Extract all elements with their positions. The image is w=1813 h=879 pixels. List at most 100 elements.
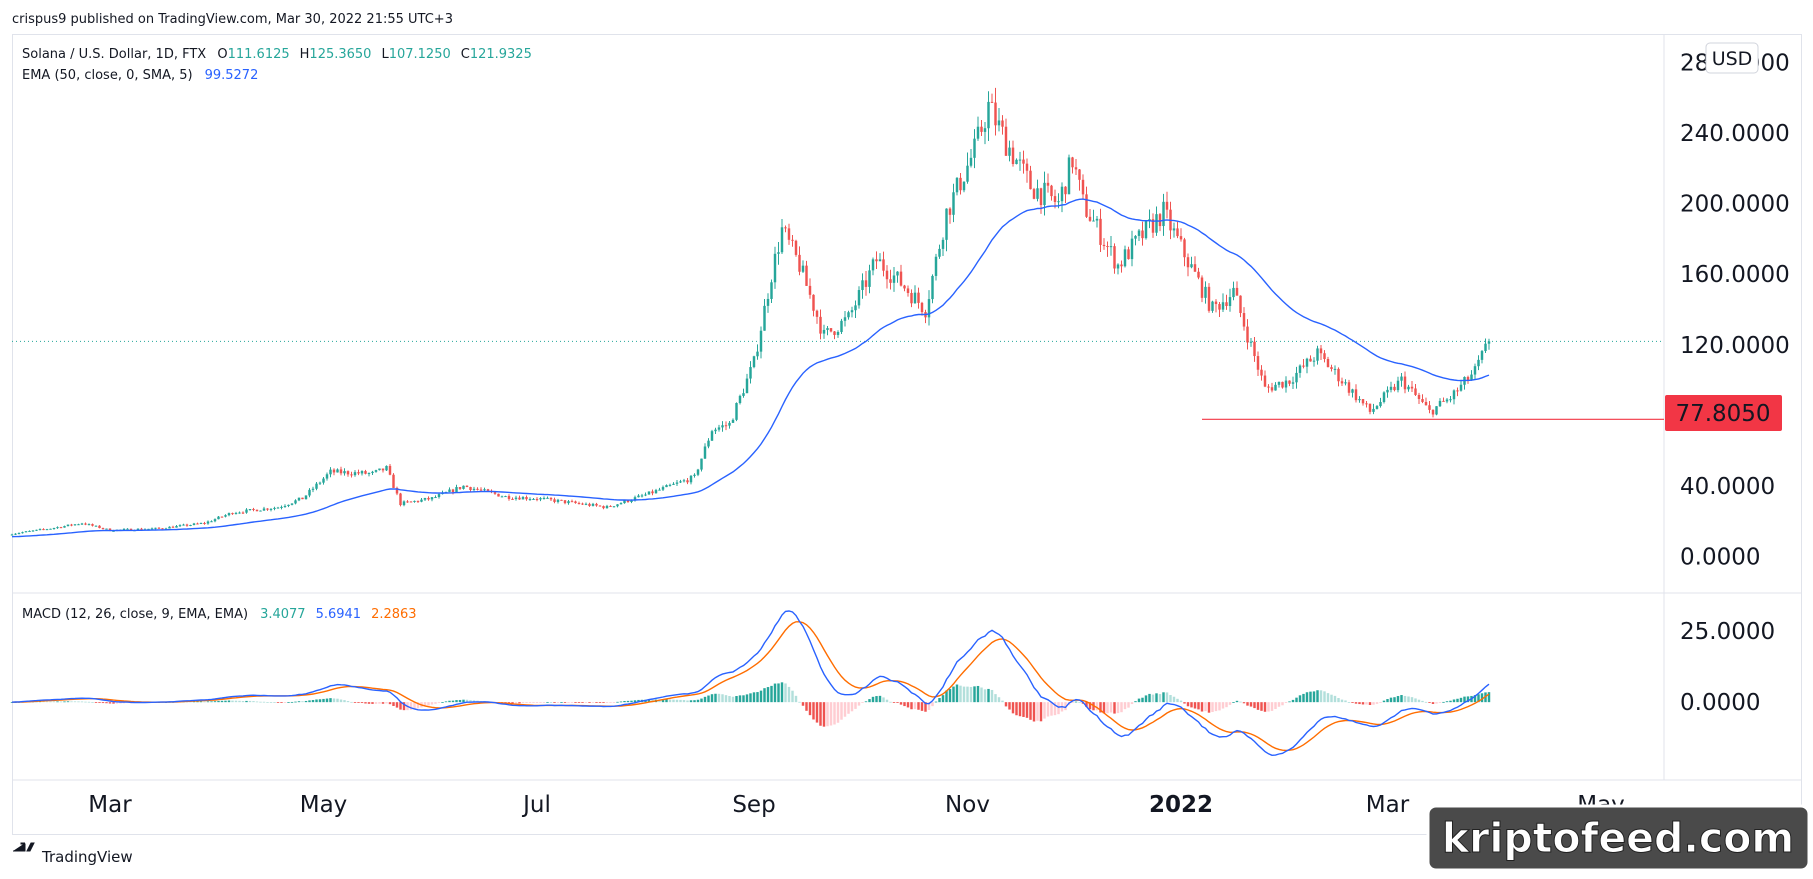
- candle-body: [997, 120, 1001, 126]
- candle-body: [1473, 366, 1477, 375]
- histogram-bar: [416, 702, 420, 709]
- histogram-bar: [231, 700, 234, 703]
- histogram-bar: [556, 702, 560, 703]
- histogram-bar: [549, 701, 553, 703]
- histogram-bar: [822, 702, 826, 727]
- candle-body: [896, 271, 899, 276]
- histogram-bar: [994, 694, 997, 703]
- candle-body: [1099, 218, 1102, 245]
- histogram-bar: [514, 702, 518, 704]
- kriptofeed-watermark: kriptofeed.com: [1426, 804, 1811, 872]
- candle-body: [1449, 399, 1452, 401]
- candle-body: [1452, 390, 1456, 400]
- candle-body: [507, 496, 511, 499]
- candle-body: [304, 495, 308, 500]
- histogram-bar: [441, 702, 444, 703]
- histogram-bar: [623, 700, 626, 703]
- candle-body: [791, 239, 794, 241]
- histogram-bar: [1197, 702, 1200, 710]
- histogram-bar: [1361, 702, 1365, 705]
- candle-body: [1340, 381, 1344, 384]
- tradingview-logo[interactable]: TradingView: [13, 842, 133, 866]
- candle-body: [833, 331, 836, 335]
- histogram-bar: [1053, 702, 1057, 716]
- candle-body: [595, 503, 598, 506]
- candle-body: [339, 469, 343, 474]
- histogram-bar: [616, 701, 619, 703]
- histogram-bar: [812, 702, 815, 720]
- candle-body: [196, 523, 199, 525]
- candle-body: [969, 157, 973, 166]
- histogram-bar: [1354, 702, 1358, 704]
- histogram-bar: [700, 698, 703, 703]
- histogram-bar: [1277, 702, 1281, 707]
- candle-body: [409, 501, 413, 503]
- candle-body: [112, 530, 115, 532]
- histogram-bar: [1487, 692, 1491, 703]
- candle-body: [889, 279, 892, 283]
- candle-body: [1438, 400, 1442, 407]
- histogram-bar: [98, 702, 101, 703]
- histogram-bar: [882, 697, 885, 703]
- histogram-bar: [528, 702, 532, 703]
- histogram-bar: [969, 686, 973, 703]
- candle-body: [654, 490, 658, 494]
- candle-body: [700, 458, 703, 470]
- histogram-bar: [1106, 702, 1109, 714]
- histogram-bar: [738, 695, 742, 703]
- candle-body: [707, 440, 710, 447]
- candle-body: [371, 471, 374, 474]
- histogram-bar: [857, 702, 861, 706]
- candle-body: [745, 378, 749, 394]
- candle-body: [332, 469, 336, 473]
- candle-body: [808, 285, 812, 295]
- histogram-bar: [1176, 698, 1179, 703]
- currency-button[interactable]: USD: [1705, 42, 1759, 74]
- histogram-bar: [948, 689, 952, 703]
- candle-body: [1025, 163, 1029, 171]
- histogram-bar: [980, 687, 983, 703]
- histogram-bar: [294, 701, 297, 703]
- histogram-bar: [364, 702, 367, 704]
- candle-body: [154, 527, 157, 529]
- histogram-bar: [448, 700, 451, 703]
- candle-body: [248, 509, 252, 511]
- chart-frame: [12, 34, 1802, 835]
- histogram-bar: [850, 702, 854, 712]
- histogram-bar: [1291, 699, 1295, 703]
- time-tick-label: Sep: [732, 792, 775, 818]
- histogram-bar: [843, 702, 847, 717]
- candle-body: [1011, 147, 1015, 165]
- histogram-bar: [864, 701, 868, 703]
- histogram-bar: [1085, 702, 1088, 708]
- histogram-bar: [1015, 702, 1018, 716]
- candle-body: [59, 527, 63, 529]
- candle-body: [259, 510, 262, 512]
- candle-body: [616, 504, 619, 507]
- histogram-bar: [1379, 702, 1382, 703]
- histogram-bar: [1050, 702, 1053, 716]
- candle-body: [147, 528, 150, 530]
- candle-body: [1267, 386, 1270, 388]
- histogram-bar: [1074, 701, 1078, 703]
- candle-body: [1207, 286, 1211, 311]
- histogram-bar: [234, 700, 238, 703]
- histogram-bar: [717, 693, 721, 703]
- macd-axis: 25.0000 0.0000: [1680, 619, 1775, 716]
- histogram-bar: [1001, 700, 1004, 703]
- histogram-bar: [210, 701, 213, 703]
- histogram-bar: [336, 698, 339, 703]
- candle-body: [903, 285, 906, 289]
- histogram-bar: [360, 702, 364, 704]
- histogram-bar: [1071, 702, 1074, 703]
- candle-body: [553, 499, 556, 502]
- histogram-bar: [875, 696, 878, 703]
- candle-body: [91, 524, 94, 526]
- histogram-bar: [581, 702, 584, 703]
- histogram-bar: [1113, 702, 1116, 714]
- histogram-bar: [787, 686, 791, 703]
- candle-body: [80, 523, 84, 525]
- candle-body: [406, 501, 409, 503]
- histogram-bar: [1165, 692, 1169, 703]
- histogram-bar: [112, 702, 115, 704]
